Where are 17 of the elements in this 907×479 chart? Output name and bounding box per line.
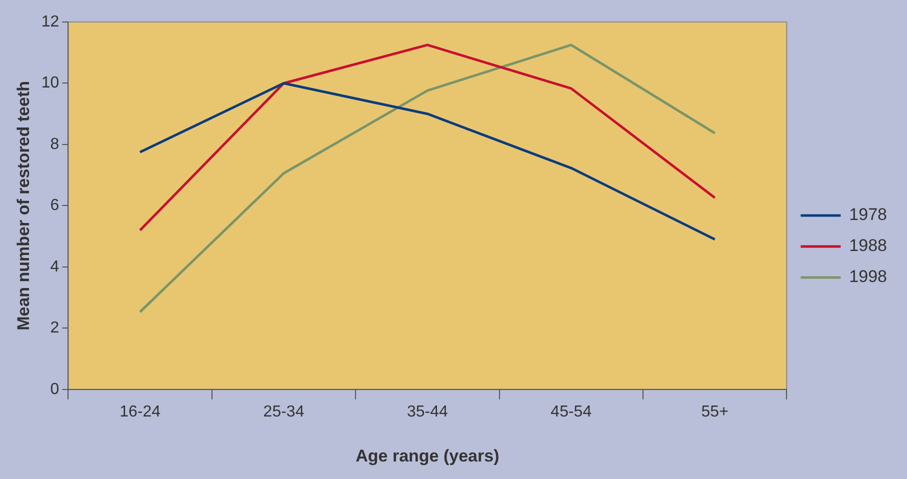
x-tick-label: 55+ [701, 403, 728, 420]
x-tick-label: 35-44 [406, 403, 448, 420]
legend-label: 1978 [849, 205, 888, 224]
x-tick-label: 45-54 [550, 403, 592, 420]
x-tick-label: 16-24 [120, 403, 161, 420]
legend-label: 1988 [849, 236, 888, 256]
legend-label: 1998 [849, 267, 888, 286]
y-tick-label: 0 [50, 380, 60, 398]
y-tick-label: 4 [50, 258, 60, 276]
y-tick-label: 8 [50, 136, 60, 153]
y-tick-label: 6 [50, 197, 60, 214]
y-tick-label: 10 [41, 74, 60, 92]
y-axis-title: Mean number of restored teeth [14, 81, 33, 330]
y-tick-label: 12 [41, 13, 60, 30]
x-tick-label: 25-34 [263, 403, 304, 420]
y-tick-label: 2 [50, 320, 60, 337]
x-axis-title: Age range (years) [356, 446, 500, 466]
